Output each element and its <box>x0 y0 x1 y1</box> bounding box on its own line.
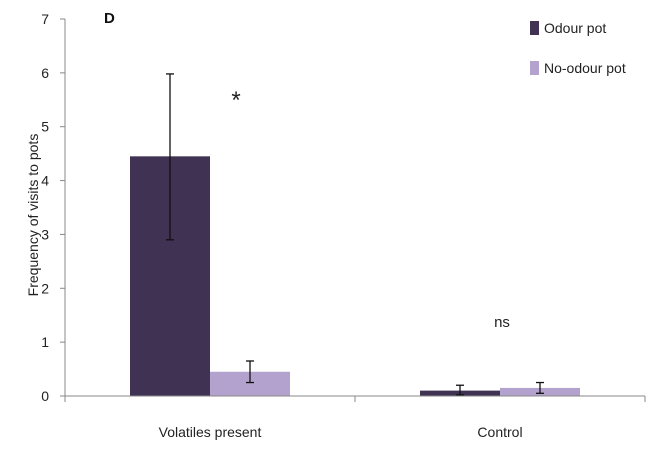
legend-swatch <box>530 21 539 35</box>
significance-annotation: ns <box>494 314 510 331</box>
y-axis-title: Frequency of visits to pots <box>25 134 41 297</box>
y-tick-label: 1 <box>41 334 49 350</box>
y-tick-label: 0 <box>41 388 49 404</box>
y-tick-label: 5 <box>41 119 49 135</box>
y-tick-label: 4 <box>41 173 49 189</box>
y-tick-label: 7 <box>41 11 49 27</box>
y-tick-label: 2 <box>41 280 49 296</box>
y-tick-label: 3 <box>41 226 49 242</box>
significance-annotation: * <box>231 87 240 114</box>
legend-label: Odour pot <box>544 20 606 36</box>
x-category-label: Volatiles present <box>159 424 262 440</box>
legend-swatch <box>530 61 539 75</box>
x-category-label: Control <box>477 424 522 440</box>
y-tick-label: 6 <box>41 65 49 81</box>
panel-label: D <box>104 10 115 27</box>
legend-label: No-odour pot <box>544 60 626 76</box>
